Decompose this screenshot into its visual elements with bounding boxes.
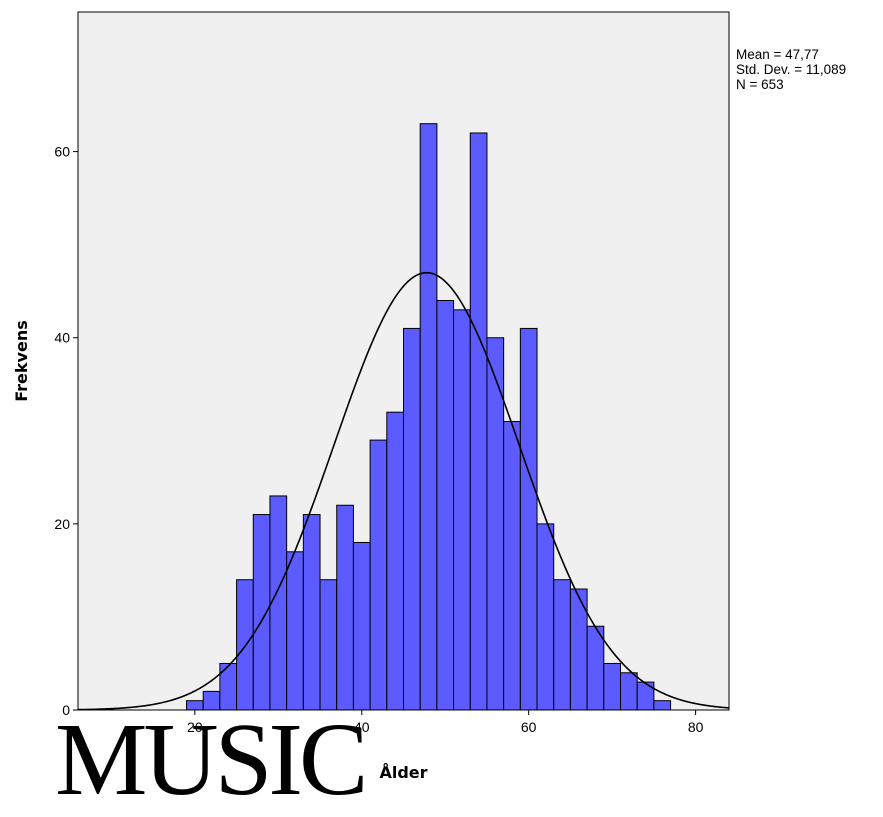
histogram-bar	[653, 700, 672, 711]
std-dev-label: Std. Dev. = 11,089	[736, 62, 847, 77]
histogram-bar	[620, 672, 638, 711]
histogram-bar	[403, 327, 421, 711]
histogram-bar	[536, 523, 555, 711]
n-label: N = 653	[736, 77, 784, 92]
histogram-bar	[236, 579, 254, 711]
histogram-bar	[519, 327, 538, 711]
histogram-bar	[469, 132, 488, 711]
histogram-bar	[336, 504, 354, 711]
histogram-bar	[252, 514, 271, 711]
histogram-bar	[286, 551, 304, 711]
histogram-bar	[586, 625, 605, 711]
watermark-text: MUSIC	[55, 702, 368, 817]
y-tick-label: 20	[54, 516, 70, 532]
histogram-bar	[636, 681, 655, 711]
histogram-chart: 20 40 60 80 0 20 40 60 Ålder Frekvens	[12, 11, 730, 782]
histogram-bar	[503, 420, 521, 711]
y-tick-label: 60	[54, 144, 70, 160]
histogram-bar	[369, 439, 388, 711]
histogram-bar	[269, 495, 288, 711]
histogram-bar	[386, 411, 404, 711]
axes: 20 40 60 80 0 20 40 60	[54, 144, 703, 735]
y-axis-title: Frekvens	[12, 320, 31, 401]
histogram-bar	[352, 541, 371, 711]
x-tick-label: 20	[187, 719, 203, 735]
y-tick-label: 40	[54, 330, 70, 346]
x-tick-label: 60	[521, 719, 537, 735]
mean-label: Mean = 47,77	[736, 47, 819, 62]
histogram-bar	[436, 300, 455, 711]
histogram-bar	[302, 514, 321, 711]
histogram-bar	[603, 662, 621, 711]
histogram-bar	[319, 579, 338, 711]
x-tick-label: 40	[354, 719, 370, 735]
histogram-bar	[453, 309, 471, 711]
summary-statistics: Mean = 47,77 Std. Dev. = 11,089 N = 653	[736, 47, 846, 92]
histogram-bars	[186, 123, 672, 711]
histogram-bar	[419, 123, 438, 711]
x-tick-label: 80	[688, 719, 704, 735]
y-tick-label: 0	[62, 702, 70, 718]
normal-curve	[77, 271, 730, 711]
histogram-bar	[553, 579, 571, 711]
x-axis-title: Ålder	[379, 763, 427, 782]
